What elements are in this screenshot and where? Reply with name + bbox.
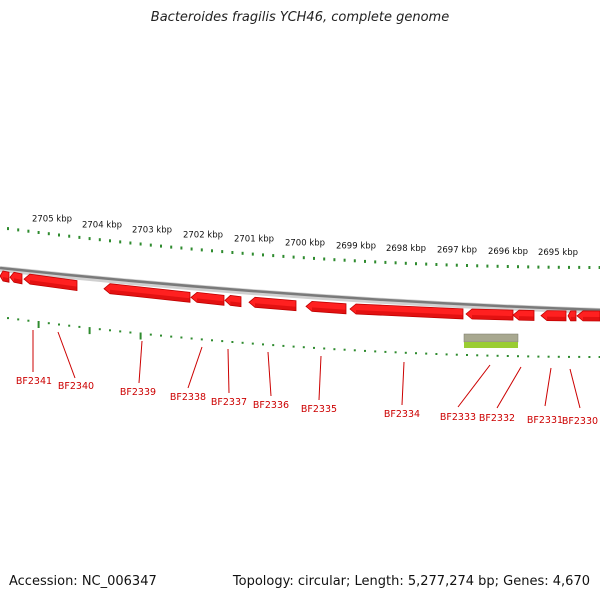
gene-arrow-shade <box>110 289 190 303</box>
gene-label: BF2340 <box>58 381 94 392</box>
gene-leader-line <box>227 348 230 394</box>
gene-label: BF2331 <box>527 415 563 426</box>
gene-arrow-shade <box>30 280 77 291</box>
accession-text: Accession: NC_006347 <box>9 574 157 589</box>
gene-leader-line <box>267 351 272 397</box>
gene-label: BF2336 <box>253 400 289 411</box>
gene-label: BF2338 <box>170 392 206 403</box>
scale-label: 2704 kbp <box>82 220 122 230</box>
gene-label-leaders <box>32 330 581 409</box>
backbone-line-core <box>0 266 600 312</box>
gene-arrow <box>190 291 225 306</box>
gene-arrow <box>576 310 600 322</box>
gene-label: BF2333 <box>440 412 476 423</box>
gene-arrow <box>512 309 535 321</box>
gene-label: BF2339 <box>120 387 156 398</box>
gene-leader-line <box>569 368 581 409</box>
scale-label: 2705 kbp <box>32 215 72 225</box>
scale-label: 2696 kbp <box>488 247 528 257</box>
gene-label: BF2337 <box>211 397 247 408</box>
scale-ticks-inner <box>7 317 600 358</box>
genome-stats-text: Topology: circular; Length: 5,277,274 bp… <box>232 574 590 589</box>
scale-label: 2698 kbp <box>386 244 426 254</box>
gene-label: BF2335 <box>301 404 337 415</box>
gene-arrow <box>305 300 347 315</box>
gene-arrow-shade <box>472 315 513 321</box>
gene-leader-line <box>138 340 143 384</box>
scale-label: 2701 kbp <box>234 235 274 245</box>
scale-label: 2703 kbp <box>132 226 172 236</box>
gene-label: BF2330 <box>562 416 598 427</box>
gene-leader-line <box>187 346 203 389</box>
gene-label: BF2334 <box>384 409 420 420</box>
feature-highlight <box>463 333 519 348</box>
highlight-band-top <box>463 333 519 343</box>
gene-arrow <box>9 271 23 285</box>
gene-label: BF2341 <box>16 376 52 387</box>
gene-arrow-shade <box>583 316 600 321</box>
gene-leader-line <box>496 366 522 409</box>
gene-arrow-shade <box>570 316 576 321</box>
gene-labels: BF2341 BF2340 BF2339 BF2338 BF2337 BF2336 BF23… <box>16 376 598 427</box>
scale-label: 2697 kbp <box>437 246 477 256</box>
scale-label: 2702 kbp <box>183 231 223 241</box>
gene-arrow-shade <box>312 307 346 314</box>
gene-arrow-shade <box>255 303 296 311</box>
scale-label: 2700 kbp <box>285 238 325 248</box>
gene-arrow <box>103 283 191 303</box>
gene-arrow <box>349 303 464 320</box>
gene-arrow-shade <box>14 278 22 284</box>
gene-arrow <box>465 308 514 321</box>
gene-arrow-shade <box>519 316 534 321</box>
genome-backbone <box>0 266 600 314</box>
backbone-line <box>0 266 600 314</box>
highlight-band-bottom <box>464 342 518 348</box>
gene-arrows <box>0 270 600 322</box>
gene-leader-line <box>544 367 552 407</box>
gene-arrow <box>567 310 577 322</box>
gene-label: BF2332 <box>479 413 515 424</box>
gene-leader-line <box>401 361 405 406</box>
gene-arrow <box>248 296 297 312</box>
gene-leader-line <box>457 364 491 408</box>
gene-arrow <box>23 273 78 292</box>
gene-leader-line <box>318 355 322 401</box>
gene-leader-line <box>57 331 76 379</box>
gene-arrow-shade <box>197 298 224 306</box>
scale-label: 2699 kbp <box>336 241 376 251</box>
gene-arrow <box>224 294 242 308</box>
scale-labels: 2705 kbp 2704 kbp 2703 kbp 2702 kbp 2701 kbp… <box>32 215 578 258</box>
gene-arrow-shade <box>230 301 241 307</box>
genome-title: Bacteroides fragilis YCH46, complete gen… <box>150 10 450 25</box>
gene-arrow-shade <box>3 277 9 283</box>
scale-label: 2695 kbp <box>538 248 578 258</box>
gene-arrow <box>0 270 10 283</box>
gene-arrow <box>540 310 567 322</box>
gene-arrow-shade <box>547 316 566 321</box>
gene-arrow-shade <box>356 310 463 319</box>
